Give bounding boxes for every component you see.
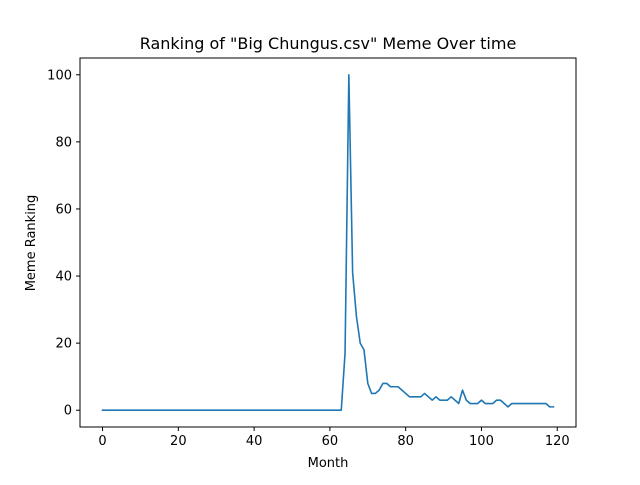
- axes-frame: [79, 57, 577, 428]
- x-tick-label: 100: [469, 434, 494, 449]
- x-tick-label: 40: [246, 434, 263, 449]
- x-tick-label: 0: [98, 434, 106, 449]
- x-tick-label: 80: [397, 434, 414, 449]
- plot-area: [101, 73, 555, 412]
- x-tick-label: 120: [545, 434, 570, 449]
- y-tick-label: 0: [64, 404, 72, 419]
- series-line: [101, 73, 555, 412]
- x-tick-label: 20: [170, 434, 187, 449]
- y-axis-label: Meme Ranking: [24, 195, 39, 292]
- y-tick-label: 20: [55, 337, 72, 352]
- chart-title: Ranking of "Big Chungus.csv" Meme Over t…: [140, 34, 517, 53]
- x-tick-label: 60: [322, 434, 339, 449]
- y-tick-label: 80: [55, 135, 72, 150]
- y-tick-label: 100: [47, 68, 72, 83]
- y-tick-label: 40: [55, 270, 72, 285]
- axis-ticks: 0 20 40 60 80 100 120 0 20 40 60 80 100: [47, 68, 569, 449]
- x-axis-label: Month: [308, 456, 349, 471]
- y-tick-label: 60: [55, 202, 72, 217]
